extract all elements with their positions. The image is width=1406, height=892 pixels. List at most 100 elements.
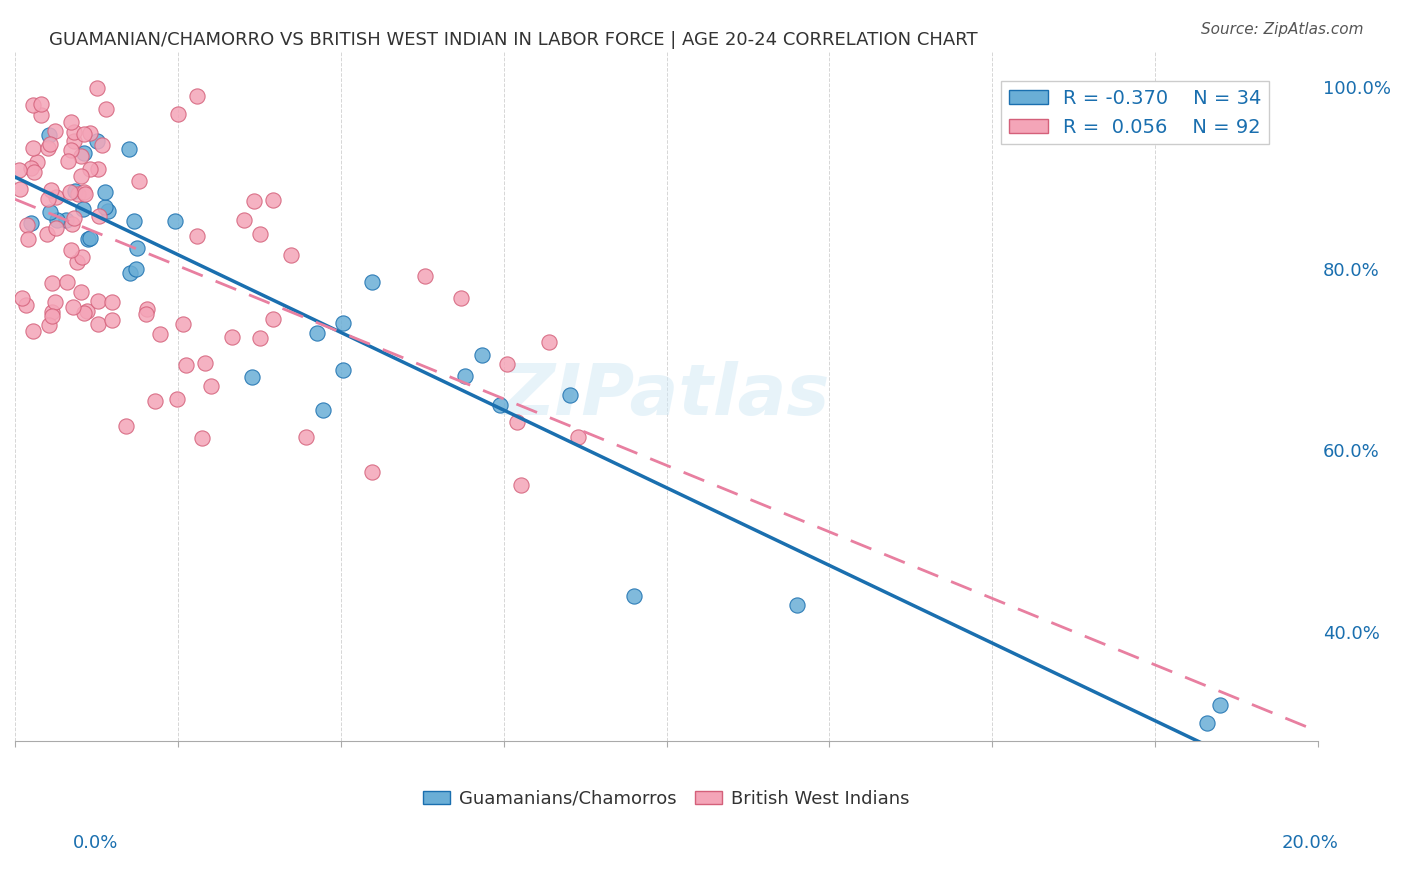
Point	[97, 203, 120, 218]
Point	[25, 154, 48, 169]
Point	[72, 306, 94, 320]
Point	[786, 598, 808, 612]
Point	[135, 301, 157, 316]
Point	[332, 363, 354, 377]
Point	[87, 293, 110, 308]
Point	[86, 134, 108, 148]
Point	[39, 182, 62, 196]
Point	[69, 169, 91, 184]
Point	[510, 478, 533, 492]
Point	[39, 205, 62, 219]
Point	[70, 250, 93, 264]
Point	[15, 298, 38, 312]
Point	[70, 149, 93, 163]
Point	[63, 211, 86, 225]
Point	[20, 161, 42, 176]
Text: 0.0%: 0.0%	[73, 834, 118, 852]
Point	[73, 187, 96, 202]
Point	[128, 174, 150, 188]
Point	[194, 356, 217, 370]
Point	[70, 285, 93, 299]
Point	[45, 190, 67, 204]
Point	[489, 398, 512, 412]
Point	[73, 185, 96, 199]
Point	[149, 327, 172, 342]
Point	[124, 262, 146, 277]
Point	[262, 193, 284, 207]
Point	[166, 392, 188, 407]
Point	[506, 415, 529, 429]
Point	[7, 163, 30, 178]
Point	[249, 331, 271, 345]
Point	[35, 227, 58, 242]
Point	[22, 165, 45, 179]
Point	[249, 227, 271, 242]
Point	[59, 143, 82, 157]
Point	[560, 388, 582, 402]
Point	[56, 153, 79, 168]
Point	[311, 403, 333, 417]
Point	[135, 307, 157, 321]
Point	[122, 214, 145, 228]
Point	[280, 248, 302, 262]
Point	[79, 162, 101, 177]
Text: GUAMANIAN/CHAMORRO VS BRITISH WEST INDIAN IN LABOR FORCE | AGE 20-24 CORRELATION: GUAMANIAN/CHAMORRO VS BRITISH WEST INDIA…	[49, 31, 977, 49]
Point	[37, 141, 59, 155]
Point	[73, 146, 96, 161]
Point	[15, 218, 38, 232]
Point	[46, 213, 69, 227]
Point	[221, 329, 243, 343]
Point	[94, 102, 117, 116]
Legend: Guamanians/Chamorros, British West Indians: Guamanians/Chamorros, British West India…	[416, 782, 917, 815]
Point	[361, 466, 384, 480]
Point	[233, 213, 256, 227]
Point	[38, 128, 60, 142]
Point	[79, 126, 101, 140]
Point	[72, 202, 94, 217]
Point	[59, 114, 82, 128]
Point	[120, 266, 142, 280]
Point	[66, 255, 89, 269]
Point	[20, 216, 42, 230]
Point	[62, 300, 84, 314]
Point	[307, 326, 329, 341]
Point	[11, 291, 34, 305]
Point	[39, 136, 62, 151]
Point	[21, 141, 44, 155]
Point	[86, 81, 108, 95]
Point	[143, 393, 166, 408]
Point	[59, 243, 82, 257]
Text: Source: ZipAtlas.com: Source: ZipAtlas.com	[1201, 22, 1364, 37]
Point	[55, 213, 77, 227]
Point	[8, 182, 31, 196]
Point	[63, 184, 86, 198]
Point	[38, 318, 60, 332]
Point	[495, 357, 517, 371]
Point	[41, 309, 63, 323]
Point	[76, 304, 98, 318]
Point	[332, 316, 354, 330]
Point	[242, 194, 264, 208]
Point	[101, 295, 124, 310]
Point	[44, 124, 66, 138]
Point	[22, 97, 45, 112]
Point	[37, 192, 59, 206]
Point	[262, 312, 284, 326]
Point	[59, 185, 82, 199]
Point	[295, 429, 318, 443]
Point	[125, 241, 148, 255]
Point	[76, 232, 98, 246]
Point	[623, 589, 645, 603]
Point	[55, 275, 77, 289]
Point	[93, 186, 115, 200]
Point	[79, 231, 101, 245]
Point	[30, 107, 52, 121]
Point	[72, 127, 94, 141]
Point	[471, 348, 494, 362]
Point	[63, 125, 86, 139]
Text: 20.0%: 20.0%	[1282, 834, 1339, 852]
Point	[93, 200, 115, 214]
Point	[21, 324, 44, 338]
Point	[1197, 716, 1219, 731]
Point	[66, 186, 89, 201]
